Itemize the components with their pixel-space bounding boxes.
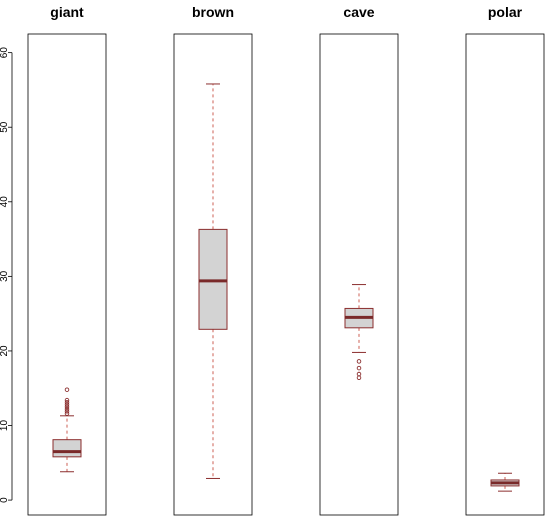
- panel-title: polar: [488, 4, 523, 20]
- y-axis: 0 10 20 30 40 50 60: [0, 47, 13, 503]
- panels: giant brown cave polar: [27, 4, 545, 516]
- outlier-point: [64, 387, 70, 392]
- y-tick-label: 10: [0, 420, 10, 432]
- outlier-point: [64, 409, 70, 414]
- iqr-box: [52, 439, 82, 458]
- panel-title: giant: [50, 4, 84, 20]
- outlier-point: [64, 402, 70, 407]
- y-tick-label: 0: [0, 497, 10, 503]
- panel-frame: [465, 33, 545, 516]
- outlier-point: [64, 400, 70, 405]
- y-tick-label: 30: [0, 270, 10, 282]
- outlier-point: [64, 411, 70, 416]
- outlier-point: [64, 406, 70, 412]
- y-tick-label: 60: [0, 47, 10, 59]
- panel-frame: [173, 33, 253, 516]
- outlier-point: [356, 375, 362, 381]
- panel-frame: [27, 33, 107, 516]
- panel-title: cave: [343, 4, 374, 20]
- panel-frame: [319, 33, 399, 516]
- outlier-point: [356, 371, 362, 377]
- y-tick-label: 50: [0, 121, 10, 133]
- panel-title: brown: [192, 4, 234, 20]
- outlier-point: [64, 404, 70, 410]
- outlier-point: [64, 397, 70, 403]
- outlier-point: [356, 359, 362, 364]
- y-tick-label: 20: [0, 345, 10, 357]
- outlier-point: [356, 365, 362, 371]
- panel-polar: polar: [465, 4, 545, 516]
- panel-cave: cave: [319, 4, 399, 516]
- y-tick-label: 40: [0, 196, 10, 208]
- panel-giant: giant: [27, 4, 107, 516]
- panel-brown: brown: [173, 4, 253, 516]
